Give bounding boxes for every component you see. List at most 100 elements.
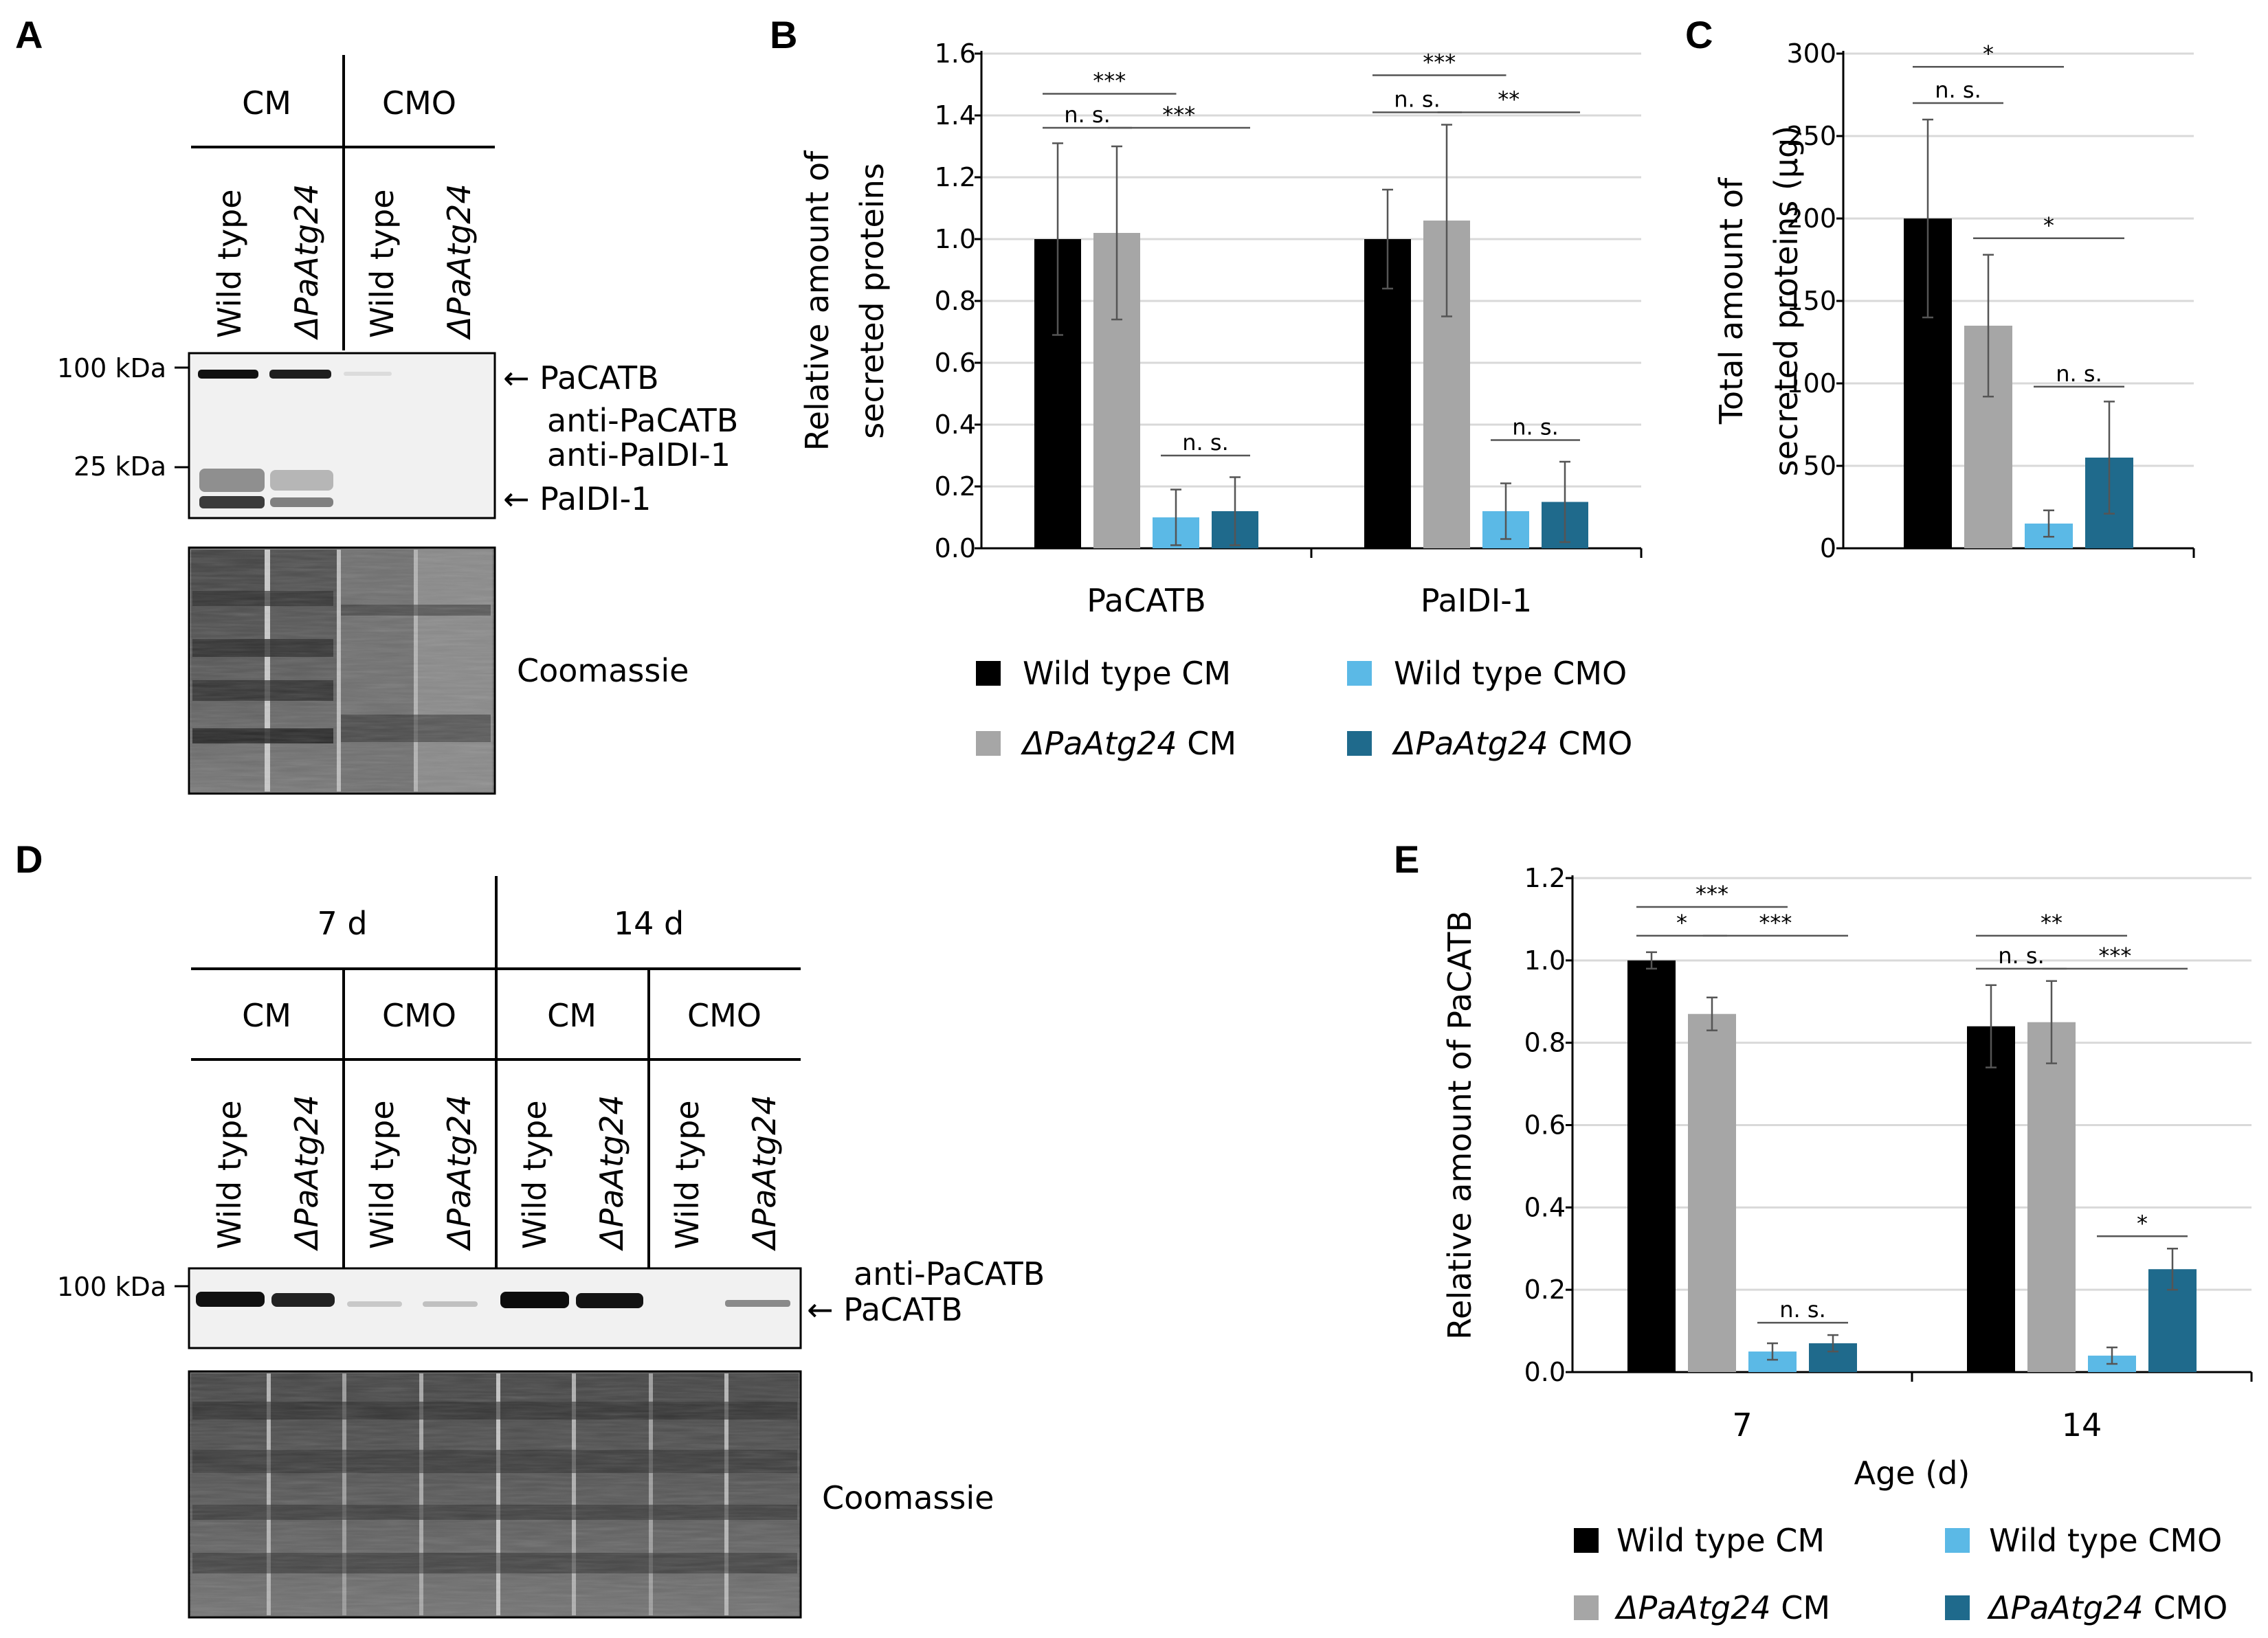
western-blot-d: [188, 1267, 802, 1349]
panel-c: C 0 50 100 150 200 250 300 Total amount of secre…: [1685, 13, 2195, 563]
lane-label: ΔPaAtg24: [593, 1095, 630, 1251]
significance-label: ***: [1696, 881, 1728, 907]
legend-label: Wild type CMO: [1394, 655, 1627, 692]
legend-label: ΔPaAtg24 CMO: [1392, 725, 1632, 762]
marker-label: 25 kDa: [74, 451, 166, 482]
y-tick-label: 0.4: [935, 410, 976, 440]
x-category-label: 7: [1732, 1406, 1752, 1444]
y-tick-label: 0: [1820, 533, 1836, 563]
panel-e: E 0.0 0.2 0.4 0.6 0.8 1.0 1.2 Relative amount o…: [1394, 838, 2253, 1492]
significance-label: n. s.: [1394, 87, 1440, 113]
significance-label: *: [1983, 41, 1994, 67]
group-label: CM: [547, 997, 597, 1034]
lane-label: Wild type: [211, 1100, 248, 1249]
marker-label: 100 kDa: [57, 353, 166, 383]
significance-label: n. s.: [1064, 102, 1110, 128]
band-label-paidi: ← PaIDI-1: [503, 480, 651, 517]
group-label: CMO: [382, 997, 456, 1034]
significance-label: n. s.: [1935, 77, 1981, 103]
legend-swatch: [1574, 1595, 1599, 1620]
band-label-pacatb: ← PaCATB: [503, 359, 659, 396]
bar: [1967, 1026, 2015, 1372]
significance-label: n. s.: [1998, 943, 2044, 969]
panel-a: A CM CMO Wild type ΔPaAtg24 Wild type ΔP…: [15, 13, 738, 795]
legend-label: Wild type CM: [1616, 1522, 1825, 1559]
antibody-label: anti-PaCATB: [854, 1255, 1045, 1292]
bar-chart-e: 0.0 0.2 0.4 0.6 0.8 1.0 1.2 Relative amount of …: [1441, 863, 2253, 1492]
marker-label: 100 kDa: [57, 1272, 166, 1302]
panel-label-c: C: [1685, 13, 1713, 56]
significance-label: **: [2041, 910, 2063, 936]
y-axis-label: Relative amount of: [799, 150, 836, 451]
significance-label: n. s.: [1779, 1297, 1825, 1323]
x-category-label: PaIDI-1: [1421, 582, 1532, 619]
significance-label: n. s.: [1182, 429, 1228, 456]
legend-label: Wild type CMO: [1989, 1522, 2222, 1559]
y-tick-label: 1.4: [935, 100, 976, 131]
legend-swatch: [1945, 1595, 1970, 1620]
significance-label: ***: [1759, 910, 1792, 936]
bar-chart-b: 0.0 0.2 0.4 0.6 0.8 1.0 1.2 1.4 1.6 Relative amou…: [799, 38, 1643, 619]
bar: [2027, 1022, 2076, 1372]
age-label: 7 d: [317, 905, 367, 942]
bar: [1364, 239, 1411, 548]
coomassie-label: Coomassie: [822, 1479, 994, 1516]
western-blot-a: [188, 352, 496, 519]
panel-d: D 7 d 14 d CM CMO CM CMO Wild type ΔPaAt…: [15, 838, 1045, 1619]
legend-label: Wild type CM: [1023, 655, 1231, 692]
legend-label: ΔPaAtg24 CM: [1021, 725, 1236, 762]
antibody-label: anti-PaIDI-1: [547, 436, 731, 473]
y-tick-label: 100: [1786, 368, 1836, 399]
band-label-pacatb: ← PaCATB: [807, 1291, 963, 1328]
group-label: CM: [242, 997, 291, 1034]
lane-label: ΔPaAtg24: [441, 1095, 478, 1251]
y-tick-label: 50: [1803, 451, 1836, 481]
bar: [1688, 1013, 1736, 1372]
legend-swatch: [1574, 1528, 1599, 1553]
significance-label: n. s.: [1512, 414, 1558, 440]
x-axis-label: Age (d): [1854, 1455, 1970, 1492]
y-tick-label: 0.0: [935, 533, 976, 563]
lane-label: Wild type: [364, 189, 401, 338]
lane-label: ΔPaAtg24: [288, 1095, 325, 1251]
lane-label: ΔPaAtg24: [746, 1095, 783, 1251]
y-tick-label: 0.2: [935, 471, 976, 502]
y-tick-label: 0.4: [1524, 1192, 1566, 1222]
significance-label: ***: [1423, 49, 1456, 76]
y-tick-label: 200: [1786, 203, 1836, 234]
lane-label: ΔPaAtg24: [288, 183, 325, 340]
significance-label: ***: [1093, 68, 1126, 94]
significance-label: *: [2043, 212, 2054, 238]
y-tick-label: 0.0: [1524, 1357, 1566, 1387]
y-tick-label: 0.6: [1524, 1110, 1566, 1141]
lane-label: Wild type: [211, 189, 248, 338]
y-tick-label: 300: [1786, 38, 1836, 69]
x-category-label: PaCATB: [1087, 582, 1206, 619]
lane-label: Wild type: [516, 1100, 553, 1249]
coomassie-gel-a: [188, 546, 496, 795]
panel-label-d: D: [15, 838, 43, 881]
lane-label: ΔPaAtg24: [441, 183, 478, 340]
y-tick-label: 1.2: [935, 162, 976, 192]
legend-swatch: [1347, 661, 1372, 686]
lane-labels: Wild type ΔPaAtg24 Wild type ΔPaAtg24: [211, 183, 478, 340]
y-axis-label: secreted proteins: [854, 163, 891, 438]
lane-label: Wild type: [669, 1100, 706, 1249]
y-tick-label: 1.6: [935, 38, 976, 69]
antibody-label: anti-PaCATB: [547, 402, 738, 439]
significance-label: *: [2137, 1210, 2148, 1236]
y-tick-label: 1.0: [935, 224, 976, 254]
panel-b: B 0.0 0.2 0.4 0.6 0.8 1.0 1.2 1.4 1.6 Relative am…: [770, 13, 1643, 619]
group-label-cmo: CMO: [382, 85, 456, 122]
y-axis-label: secreted proteins (µg): [1768, 126, 1805, 476]
legend-label: ΔPaAtg24 CMO: [1987, 1589, 2227, 1626]
lane-label: Wild type: [364, 1100, 401, 1249]
legend-swatch: [976, 731, 1001, 756]
panel-label-b: B: [770, 13, 797, 56]
bar: [1627, 960, 1676, 1372]
group-label: CMO: [687, 997, 761, 1034]
panel-label-a: A: [15, 13, 43, 56]
legend-e: Wild type CM Wild type CMO ΔPaAtg24 CM Δ…: [1574, 1522, 2227, 1626]
y-tick-label: 1.0: [1524, 945, 1566, 976]
y-tick-label: 150: [1786, 286, 1836, 316]
